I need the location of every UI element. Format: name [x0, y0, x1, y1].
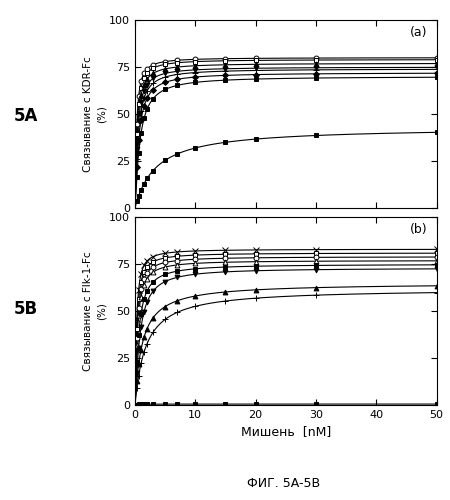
X-axis label: Мишень  [nM]: Мишень [nM]: [241, 426, 331, 438]
Text: (a): (a): [410, 26, 427, 38]
Y-axis label: Связывание с KDR-Fc
(%): Связывание с KDR-Fc (%): [83, 56, 106, 172]
Text: 5A: 5A: [14, 107, 38, 125]
Y-axis label: Связывание с Flk-1-Fc
(%): Связывание с Flk-1-Fc (%): [83, 252, 106, 371]
Text: ФИГ. 5A-5B: ФИГ. 5A-5B: [247, 477, 320, 490]
Text: 5B: 5B: [14, 300, 38, 318]
Text: (b): (b): [410, 223, 427, 236]
